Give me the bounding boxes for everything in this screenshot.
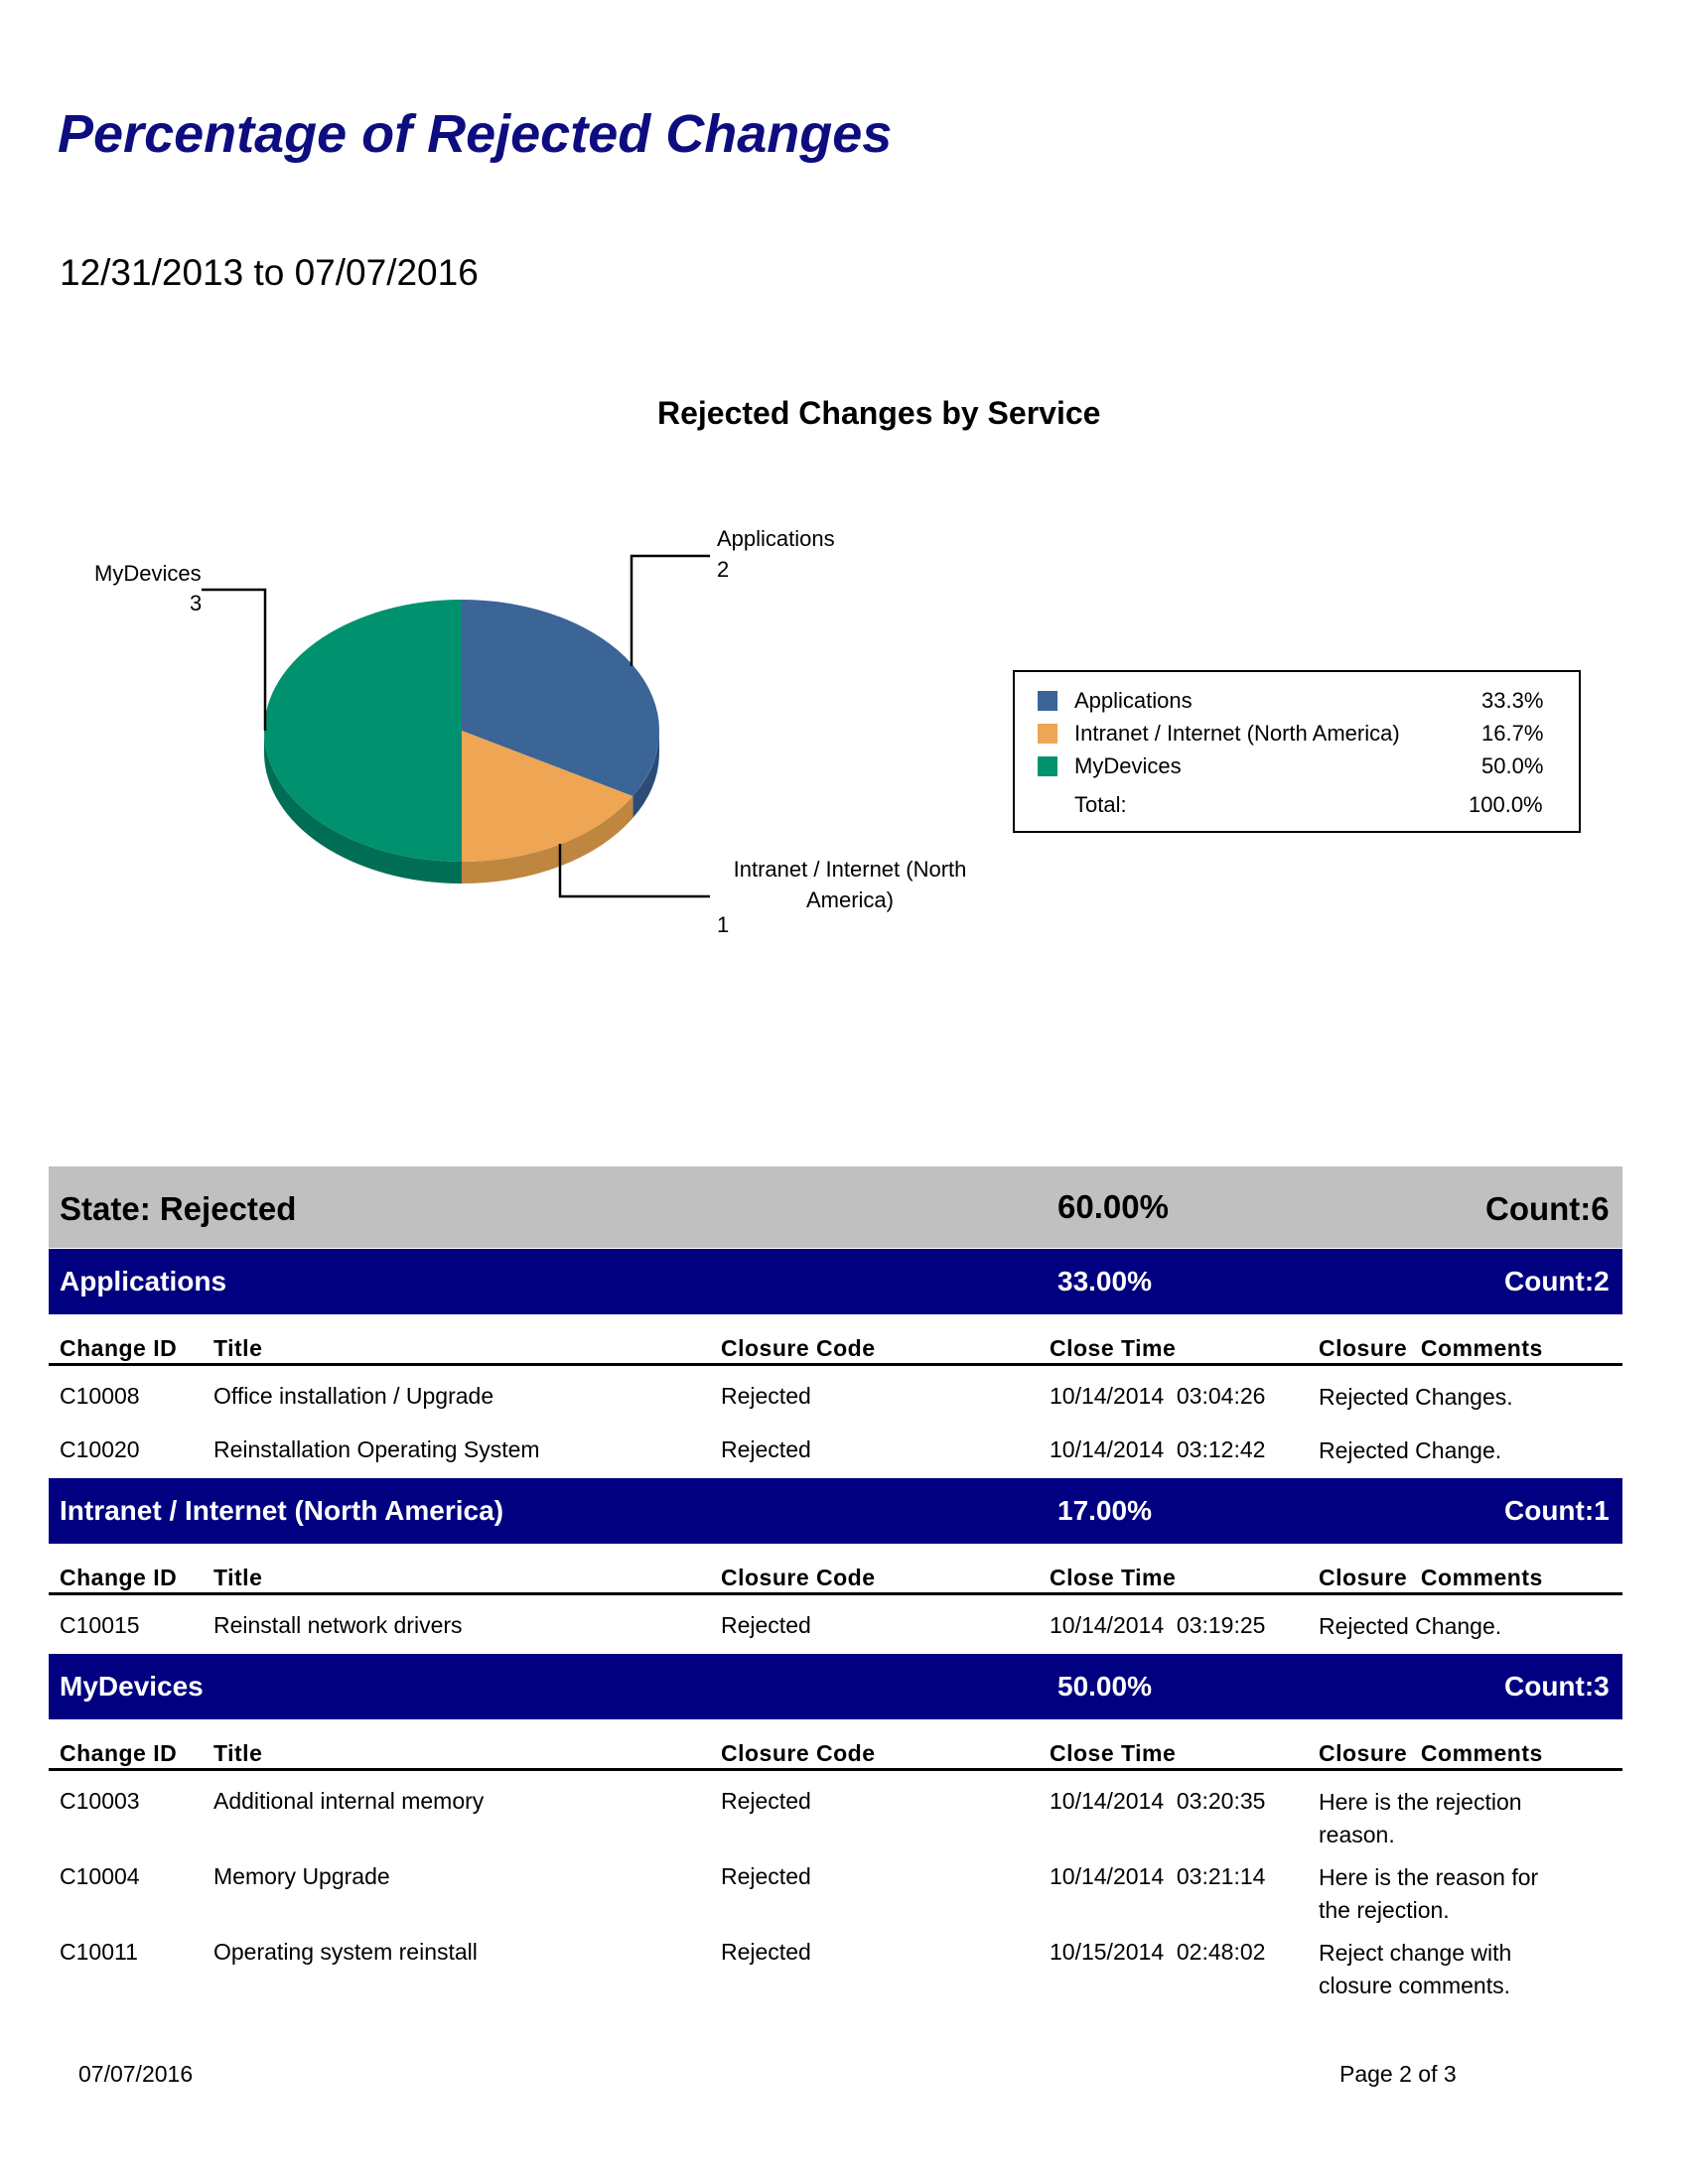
table-cell: Rejected <box>721 1939 811 1965</box>
legend-label: Intranet / Internet (North America) <box>1074 721 1400 746</box>
table-cell: 10/15/2014 02:48:02 <box>1050 1939 1266 1965</box>
legend-total: 100.0% <box>1469 792 1543 817</box>
pie-slice <box>462 731 633 862</box>
date-range: 12/31/2013 to 07/07/2016 <box>60 252 479 293</box>
legend-percent: 50.0% <box>1481 753 1544 778</box>
column-header: Change ID <box>60 1740 178 1766</box>
table-cell: C10004 <box>60 1863 140 1889</box>
state-percent: 60.00% <box>1057 1188 1169 1225</box>
table-cell: C10003 <box>60 1788 140 1814</box>
group-bar <box>49 1249 1622 1314</box>
column-header: Change ID <box>60 1565 178 1590</box>
table-cell: Here is the reason for the rejection. <box>1319 1864 1539 1923</box>
legend-swatch <box>1038 724 1057 744</box>
table-cell: Rejected Changes. <box>1319 1384 1513 1410</box>
header-rule <box>49 1592 1622 1595</box>
header-rule <box>49 1768 1622 1771</box>
table-cell: Rejected <box>721 1383 811 1409</box>
group-count: Count:3 <box>1504 1671 1610 1702</box>
pie-chart <box>202 554 710 898</box>
legend-box <box>1013 670 1581 833</box>
legend-percent: 16.7% <box>1481 721 1544 746</box>
legend-label: Applications <box>1074 688 1193 713</box>
pie-slice <box>264 600 462 862</box>
column-header: Closure Comments <box>1319 1740 1543 1766</box>
group-name: Applications <box>60 1266 227 1297</box>
state-count: Count:6 <box>1485 1190 1610 1227</box>
slice-side <box>462 796 633 884</box>
table-cell: Reject change with closure comments. <box>1319 1940 1512 1998</box>
group-name: MyDevices <box>60 1671 204 1702</box>
pie-slice <box>462 600 660 796</box>
callout-value: 3 <box>190 591 203 615</box>
table-cell: Reinstall network drivers <box>213 1612 463 1638</box>
group-count: Count:1 <box>1504 1495 1610 1526</box>
table-cell: Memory Upgrade <box>213 1863 390 1889</box>
group-bar <box>49 1478 1622 1544</box>
column-header: Title <box>213 1335 263 1361</box>
callout-line <box>202 588 267 731</box>
callout-label: MyDevices <box>94 561 202 586</box>
group-bar <box>49 1654 1622 1719</box>
table-cell: Reinstallation Operating System <box>213 1436 540 1462</box>
legend-swatch <box>1038 691 1057 711</box>
column-header: Title <box>213 1740 263 1766</box>
slice-side <box>633 731 659 818</box>
table-cell: Here is the rejection reason. <box>1319 1789 1522 1847</box>
table-cell: C10020 <box>60 1436 140 1462</box>
table-cell: Office installation / Upgrade <box>213 1383 494 1409</box>
table-cell: 10/14/2014 03:04:26 <box>1050 1383 1266 1409</box>
chart-title: Rejected Changes by Service <box>657 395 1101 431</box>
callout-value: 1 <box>717 912 730 937</box>
column-header: Closure Comments <box>1319 1565 1543 1590</box>
table-cell: Rejected <box>721 1436 811 1462</box>
column-header: Change ID <box>60 1335 178 1361</box>
footer-date: 07/07/2016 <box>78 2061 194 2087</box>
group-percent: 17.00% <box>1057 1495 1152 1526</box>
callout-line <box>558 844 710 898</box>
header-rule <box>49 1363 1622 1366</box>
column-header: Closure Code <box>721 1740 876 1766</box>
legend-total-label: Total: <box>1074 792 1127 817</box>
slice-side <box>264 731 462 884</box>
group-count: Count:2 <box>1504 1266 1610 1297</box>
table-cell: Rejected <box>721 1863 811 1889</box>
legend-swatch <box>1038 756 1057 776</box>
table-cell: Rejected Change. <box>1319 1613 1502 1639</box>
footer-page: Page 2 of 3 <box>1339 2061 1457 2087</box>
table-cell: Rejected <box>721 1788 811 1814</box>
callout-line <box>630 554 710 666</box>
table-cell: C10011 <box>60 1939 138 1965</box>
report-title: Percentage of Rejected Changes <box>58 104 893 164</box>
column-header: Close Time <box>1050 1565 1177 1590</box>
state-label: State: Rejected <box>60 1190 297 1227</box>
table-cell: C10008 <box>60 1383 140 1409</box>
table-cell: 10/14/2014 03:21:14 <box>1050 1863 1266 1889</box>
column-header: Closure Comments <box>1319 1335 1543 1361</box>
legend-label: MyDevices <box>1074 753 1182 778</box>
column-header: Closure Code <box>721 1565 876 1590</box>
column-header: Close Time <box>1050 1335 1177 1361</box>
callout-label: Applications <box>717 526 835 551</box>
table-cell: 10/14/2014 03:20:35 <box>1050 1788 1266 1814</box>
column-header: Closure Code <box>721 1335 876 1361</box>
table-cell: Operating system reinstall <box>213 1939 478 1965</box>
column-header: Title <box>213 1565 263 1590</box>
table-cell: Rejected <box>721 1612 811 1638</box>
group-percent: 33.00% <box>1057 1266 1152 1297</box>
callout-label: Intranet / Internet (North America) <box>733 857 967 912</box>
table-cell: Additional internal memory <box>213 1788 485 1814</box>
group-percent: 50.00% <box>1057 1671 1152 1702</box>
table-cell: 10/14/2014 03:12:42 <box>1050 1436 1266 1462</box>
group-name: Intranet / Internet (North America) <box>60 1495 504 1526</box>
state-bar <box>49 1166 1622 1248</box>
legend-percent: 33.3% <box>1481 688 1544 713</box>
column-header: Close Time <box>1050 1740 1177 1766</box>
callout-value: 2 <box>717 557 730 582</box>
table-cell: Rejected Change. <box>1319 1437 1502 1463</box>
table-cell: C10015 <box>60 1612 140 1638</box>
table-cell: 10/14/2014 03:19:25 <box>1050 1612 1266 1638</box>
